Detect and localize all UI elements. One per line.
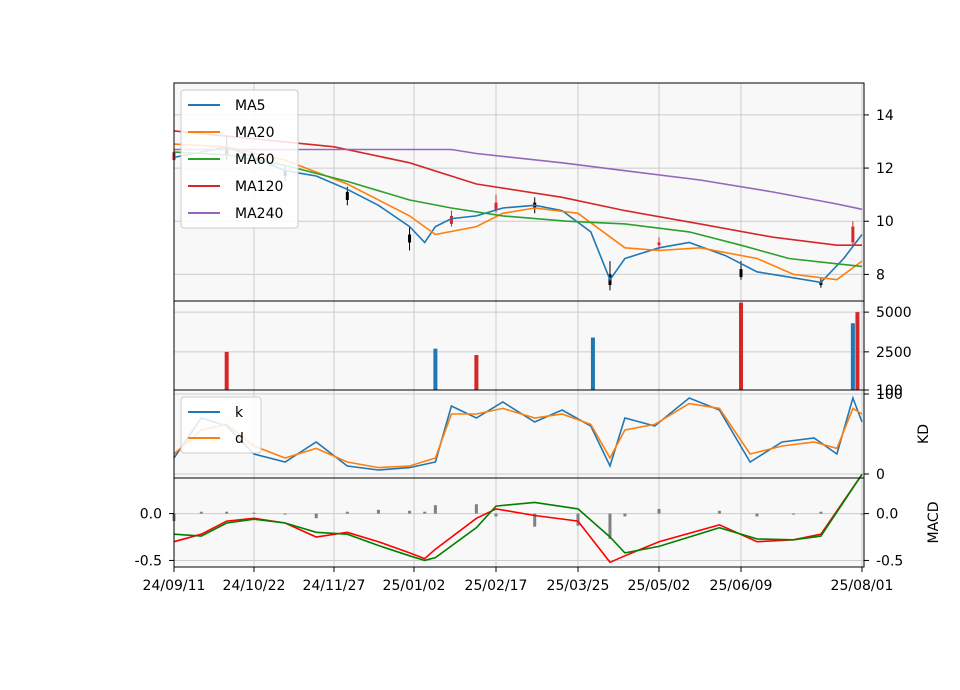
- price-legend-label-1: MA20: [235, 125, 274, 141]
- kd-legend: kd: [180, 396, 262, 454]
- x-tick-label-5: 25/03/25: [547, 578, 610, 594]
- volume-rtick-label-2: 5000: [876, 305, 912, 321]
- price-line-MA240: [174, 148, 863, 211]
- volume-rtick-label-0: 100: [876, 383, 903, 399]
- x-tick-label-1: 24/10/22: [223, 578, 286, 594]
- macd-hist-bar-20: [792, 513, 796, 515]
- kd-legend-label-1: d: [235, 431, 244, 447]
- macd-hist-bar-2: [225, 511, 229, 514]
- volume-bar-3: [590, 337, 595, 390]
- price-legend-label-2: MA60: [235, 152, 274, 168]
- price-rtick-label-3: 14: [876, 108, 894, 124]
- price-legend-box: [180, 89, 299, 229]
- volume-bar-5: [850, 323, 855, 390]
- panel-bg-volume: [174, 301, 864, 390]
- x-tick-label-2: 24/11/27: [303, 578, 366, 594]
- price-legend: MA5 MA20 MA60 MA120 MA240: [180, 89, 299, 229]
- candle-body-5: [449, 215, 453, 224]
- macd-ylabel: MACD: [926, 502, 942, 544]
- kd-rtick-label-1: 100: [876, 387, 903, 403]
- macd-rtick-label-1: -0.5: [876, 553, 903, 569]
- candle-body-3: [345, 192, 349, 200]
- macd-ltick-label-1: -0.5: [135, 553, 162, 569]
- price-legend-label-0: MA5: [235, 98, 266, 114]
- candle-body-6: [494, 202, 498, 211]
- volume-bar-0: [224, 351, 229, 390]
- macd-hist-bar-10: [433, 505, 437, 514]
- x-tick-label-6: 25/05/02: [628, 578, 691, 594]
- macd-hist-bar-13: [533, 513, 537, 527]
- macd-hist-bar-5: [314, 513, 318, 519]
- panel-border-macd: [173, 477, 865, 568]
- macd-rtick-label-0: 0.0: [876, 507, 898, 523]
- macd-hist-bar-21: [819, 511, 823, 514]
- macd-hist-bar-19: [755, 513, 759, 517]
- macd-hist-bar-8: [408, 510, 412, 514]
- x-tick-label-4: 25/02/17: [465, 578, 528, 594]
- kd-legend-box: [180, 396, 262, 454]
- macd-hist-bar-18: [717, 510, 721, 514]
- volume-bar-1: [433, 348, 438, 390]
- kd-rtick-label-0: 0: [876, 467, 885, 483]
- macd-hist-bar-16: [623, 513, 627, 517]
- candle-body-12: [851, 226, 855, 243]
- macd-line-1: [173, 473, 863, 562]
- panel-bg-macd: [174, 478, 864, 567]
- macd-hist-bar-17: [657, 508, 661, 514]
- x-tick-label-7: 25/06/09: [710, 578, 773, 594]
- panel-bg-kd: [174, 390, 864, 478]
- macd-ltick-label-0: 0.0: [140, 507, 162, 523]
- x-tick-label-8: 25/08/01: [831, 578, 894, 594]
- price-rtick-label-0: 8: [876, 267, 885, 283]
- price-rtick-label-2: 12: [876, 161, 894, 177]
- kd-line-d: [173, 402, 863, 469]
- macd-hist-bar-1: [199, 511, 203, 514]
- x-tick-label-0: 24/09/11: [143, 578, 206, 594]
- x-tick-label-3: 25/01/02: [383, 578, 446, 594]
- macd-hist-bar-12: [494, 513, 498, 517]
- macd-hist-bar-3: [252, 512, 256, 514]
- macd-hist-bar-14: [576, 513, 580, 526]
- macd-hist-bar-7: [376, 509, 380, 514]
- macd-hist-bar-22: [860, 513, 864, 515]
- price-legend-label-4: MA240: [235, 206, 283, 222]
- candle-body-4: [408, 234, 412, 243]
- macd-hist-bar-15: [608, 513, 612, 539]
- volume-bar-6: [855, 312, 860, 390]
- macd-hist-bar-4: [283, 513, 287, 515]
- price-rtick-label-1: 10: [876, 214, 894, 230]
- volume-rtick-label-1: 2500: [876, 345, 912, 361]
- volume-bar-4: [739, 302, 743, 390]
- candle-body-9: [657, 242, 661, 246]
- kd-legend-label-0: k: [235, 405, 244, 421]
- macd-hist-bar-6: [345, 511, 349, 514]
- candle-body-10: [739, 269, 743, 278]
- macd-hist-bar-11: [474, 504, 478, 514]
- macd-hist-bar-9: [423, 511, 427, 514]
- price-legend-label-3: MA120: [235, 179, 283, 195]
- volume-bar-2: [474, 355, 479, 390]
- kd-ylabel: KD: [916, 424, 932, 444]
- price-line-MA120: [173, 130, 862, 246]
- candle-body-11: [819, 282, 823, 286]
